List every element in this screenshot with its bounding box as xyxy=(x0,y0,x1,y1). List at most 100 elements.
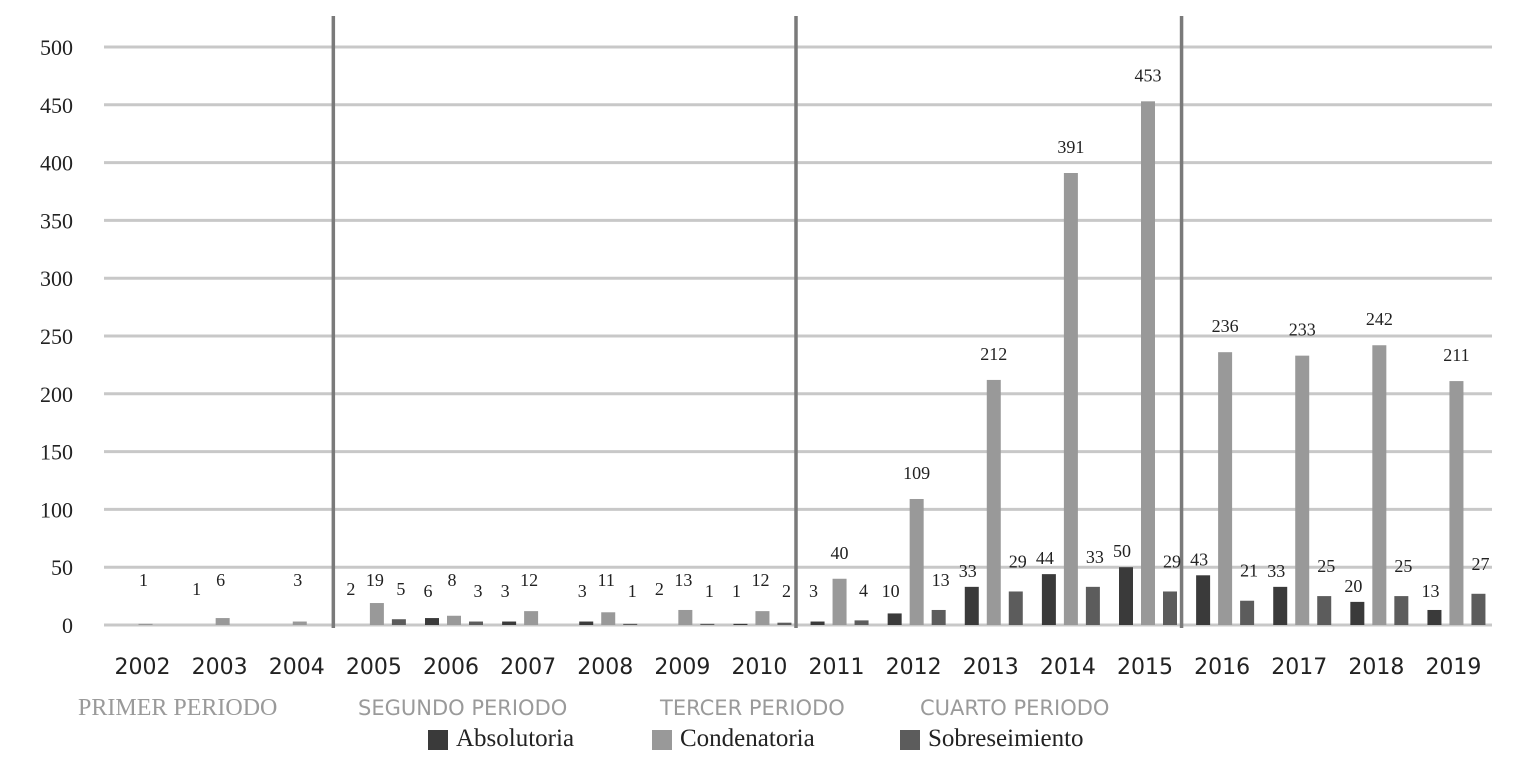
x-tick-label: 2018 xyxy=(1348,655,1404,680)
bar-condenatoria xyxy=(1295,355,1310,625)
data-label: 236 xyxy=(1212,316,1239,336)
bar-condenatoria xyxy=(678,609,693,625)
x-tick-label: 2002 xyxy=(115,655,171,680)
x-tick-label: 2010 xyxy=(731,655,787,680)
data-label: 6 xyxy=(216,570,225,590)
data-label: 11 xyxy=(598,570,615,590)
bar-absolutoria xyxy=(887,613,902,625)
data-label: 13 xyxy=(674,570,692,590)
x-tick-label: 2009 xyxy=(654,655,710,680)
data-label: 3 xyxy=(474,581,483,601)
y-tick-label: 250 xyxy=(40,324,73,349)
bar-sobreseimiento xyxy=(700,623,715,625)
bar-absolutoria xyxy=(579,621,594,625)
y-tick-label: 100 xyxy=(40,497,73,522)
data-label: 43 xyxy=(1190,549,1208,569)
bar-absolutoria xyxy=(810,621,825,625)
data-label: 109 xyxy=(903,463,930,483)
bar-sobreseimiento xyxy=(1394,596,1409,625)
data-label: 33 xyxy=(1267,561,1285,581)
legend-label: Sobreseimiento xyxy=(928,725,1084,752)
data-label: 242 xyxy=(1366,309,1393,329)
bar-condenatoria xyxy=(215,618,230,625)
data-label: 1 xyxy=(628,581,637,601)
data-label: 3 xyxy=(578,581,587,601)
bar-condenatoria xyxy=(1063,173,1078,625)
bar-condenatoria xyxy=(447,615,461,625)
period-dividers xyxy=(331,16,1184,628)
data-label: 6 xyxy=(424,581,433,601)
period-label: PRIMER PERIODO xyxy=(78,695,277,721)
x-tick-label: 2012 xyxy=(886,655,942,680)
data-label: 33 xyxy=(1086,547,1104,567)
bar-sobreseimiento xyxy=(391,619,406,625)
data-label: 4 xyxy=(859,580,868,600)
data-label: 1 xyxy=(705,581,714,601)
period-label: SEGUNDO PERIODO xyxy=(358,696,567,720)
bar-sobreseimiento xyxy=(1163,591,1177,625)
bar-sobreseimiento xyxy=(1317,596,1332,625)
data-label: 1 xyxy=(732,581,741,601)
bar-sobreseimiento xyxy=(931,609,946,625)
bar-absolutoria xyxy=(1273,586,1288,625)
legend-swatch xyxy=(652,730,672,750)
x-tick-label: 2014 xyxy=(1040,655,1096,680)
bar-sobreseimiento xyxy=(1085,586,1100,625)
data-label: 10 xyxy=(882,581,900,601)
data-label: 211 xyxy=(1443,345,1469,365)
bar-condenatoria xyxy=(601,612,616,625)
y-tick-label: 350 xyxy=(40,208,73,233)
legend-swatch xyxy=(428,730,448,750)
bar-condenatoria xyxy=(138,623,153,625)
y-tick-label: 0 xyxy=(62,613,73,638)
data-label: 3 xyxy=(293,570,302,590)
data-label: 13 xyxy=(1421,581,1439,601)
data-label: 40 xyxy=(831,543,849,563)
period-label: CUARTO PERIODO xyxy=(920,696,1109,720)
bar-absolutoria xyxy=(1041,574,1056,625)
bar-absolutoria xyxy=(733,623,748,625)
y-tick-label: 500 xyxy=(40,35,73,60)
y-tick-label: 150 xyxy=(40,440,73,465)
data-label: 29 xyxy=(1009,551,1027,571)
x-tick-label: 2017 xyxy=(1271,655,1327,680)
bar-sobreseimiento xyxy=(469,621,483,625)
x-tick-label: 2005 xyxy=(346,655,402,680)
data-label: 21 xyxy=(1240,561,1258,581)
y-tick-label: 300 xyxy=(40,266,73,291)
data-label: 1 xyxy=(192,579,201,599)
bar-condenatoria xyxy=(369,603,384,625)
bar-condenatoria xyxy=(292,621,307,625)
bars xyxy=(138,101,1486,625)
period-label: TERCER PERIODO xyxy=(659,696,845,720)
bar-condenatoria xyxy=(755,611,770,625)
data-label: 33 xyxy=(959,561,977,581)
bar-condenatoria xyxy=(1141,101,1155,625)
data-label: 25 xyxy=(1317,556,1335,576)
data-label: 1 xyxy=(139,570,148,590)
x-tick-label: 2003 xyxy=(192,655,248,680)
bar-sobreseimiento xyxy=(854,620,869,625)
bar-condenatoria xyxy=(1449,381,1464,625)
y-tick-label: 400 xyxy=(40,151,73,176)
data-label: 25 xyxy=(1394,556,1412,576)
x-tick-label: 2008 xyxy=(577,655,633,680)
data-label: 2 xyxy=(782,581,791,601)
data-label: 12 xyxy=(520,570,538,590)
x-tick-label: 2007 xyxy=(500,655,556,680)
data-label: 27 xyxy=(1471,554,1489,574)
bar-absolutoria xyxy=(502,621,517,625)
x-tick-label: 2006 xyxy=(423,655,479,680)
bar-sobreseimiento xyxy=(623,623,638,625)
bar-condenatoria xyxy=(1372,345,1387,625)
data-label: 5 xyxy=(396,579,405,599)
data-label: 13 xyxy=(932,570,950,590)
data-label: 2 xyxy=(655,579,664,599)
data-label: 8 xyxy=(448,570,457,590)
data-label: 44 xyxy=(1036,548,1054,568)
x-tick-label: 2019 xyxy=(1425,655,1481,680)
data-label: 29 xyxy=(1163,551,1181,571)
data-label: 212 xyxy=(980,344,1007,364)
